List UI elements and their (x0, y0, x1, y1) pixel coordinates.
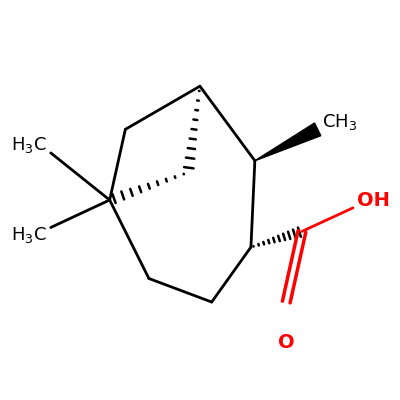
Text: $\mathsf{CH_3}$: $\mathsf{CH_3}$ (322, 112, 357, 132)
Text: OH: OH (357, 190, 390, 210)
Text: $\mathsf{H_3C}$: $\mathsf{H_3C}$ (11, 225, 47, 245)
Polygon shape (255, 123, 321, 161)
Text: $\mathsf{H_3C}$: $\mathsf{H_3C}$ (11, 135, 47, 155)
Text: O: O (278, 334, 294, 352)
